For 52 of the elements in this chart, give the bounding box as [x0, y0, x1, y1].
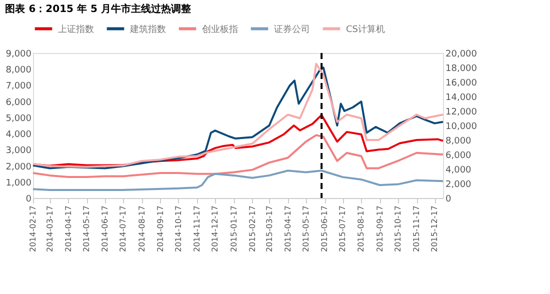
x-tick-label: 2015-03-17 [264, 206, 274, 252]
x-tick-label: 2015-01-17 [229, 206, 238, 252]
x-tick-label: 2014-11-17 [192, 206, 202, 252]
x-tick-label: 2015-08-17 [356, 206, 366, 252]
y-tick-label: 8,000 [6, 66, 32, 76]
y2-tick-label: 8,000 [446, 136, 472, 146]
y-tick-label: 2,000 [6, 162, 32, 172]
x-tick-label: 2014-09-17 [156, 206, 165, 252]
x-tick-label: 2015-10-17 [393, 206, 402, 252]
y2-tick-label: 4,000 [446, 166, 472, 176]
y-tick-label: 4,000 [6, 130, 32, 140]
y2-tick-label: 0 [446, 194, 452, 204]
legend-label: 证券公司 [274, 24, 310, 35]
y-tick-label: 5,000 [6, 114, 32, 124]
x-tick-label: 2015-05-17 [301, 206, 310, 252]
x-tick-label: 2014-07-17 [118, 206, 128, 252]
y-tick-label: 0 [26, 194, 32, 204]
line-series [32, 134, 444, 178]
x-tick-label: 2014-05-17 [82, 206, 92, 252]
legend-label: 建筑指数 [129, 24, 166, 35]
y2-tick-label: 2,000 [446, 180, 472, 190]
y-tick-label: 6,000 [6, 98, 32, 108]
y-tick-label: 1,000 [6, 178, 32, 188]
line-series [32, 170, 444, 191]
x-tick-label: 2014-04-17 [64, 206, 73, 252]
y2-tick-label: 10,000 [446, 122, 478, 132]
y-tick-label: 3,000 [6, 146, 32, 156]
y2-tick-label: 20,000 [446, 50, 478, 60]
x-tick-label: 2014-06-17 [100, 206, 110, 252]
y-tick-label: 9,000 [6, 50, 32, 60]
x-tick-label: 2015-12-17 [430, 206, 440, 252]
x-tick-label: 2015-09-17 [375, 206, 384, 252]
y2-tick-label: 16,000 [446, 78, 478, 88]
x-tick-label: 2015-11-17 [412, 206, 422, 252]
x-tick-label: 2015-07-17 [338, 206, 348, 252]
y2-tick-label: 12,000 [446, 108, 478, 118]
x-tick-label: 2015-04-17 [283, 206, 292, 252]
x-tick-label: 2014-10-17 [174, 206, 183, 252]
chart-title: 图表 6：2015 年 5 月牛市主线过热调整 [5, 3, 192, 15]
x-tick-label: 2015-02-17 [248, 206, 257, 252]
legend-label: 上证指数 [58, 24, 94, 35]
y2-tick-label: 6,000 [446, 151, 472, 161]
y-tick-label: 7,000 [6, 82, 32, 92]
y2-tick-label: 18,000 [446, 64, 478, 74]
x-tick-label: 2014-08-17 [137, 206, 146, 252]
y2-tick-label: 14,000 [446, 93, 478, 103]
legend-label: CS计算机 [346, 24, 385, 35]
x-tick-label: 2014-03-17 [45, 206, 54, 252]
x-tick-label: 2014-02-17 [28, 206, 38, 252]
legend-label: 创业板指 [202, 24, 238, 35]
x-tick-label: 2015-06-17 [320, 206, 330, 252]
x-tick-label: 2014-12-17 [210, 206, 220, 252]
